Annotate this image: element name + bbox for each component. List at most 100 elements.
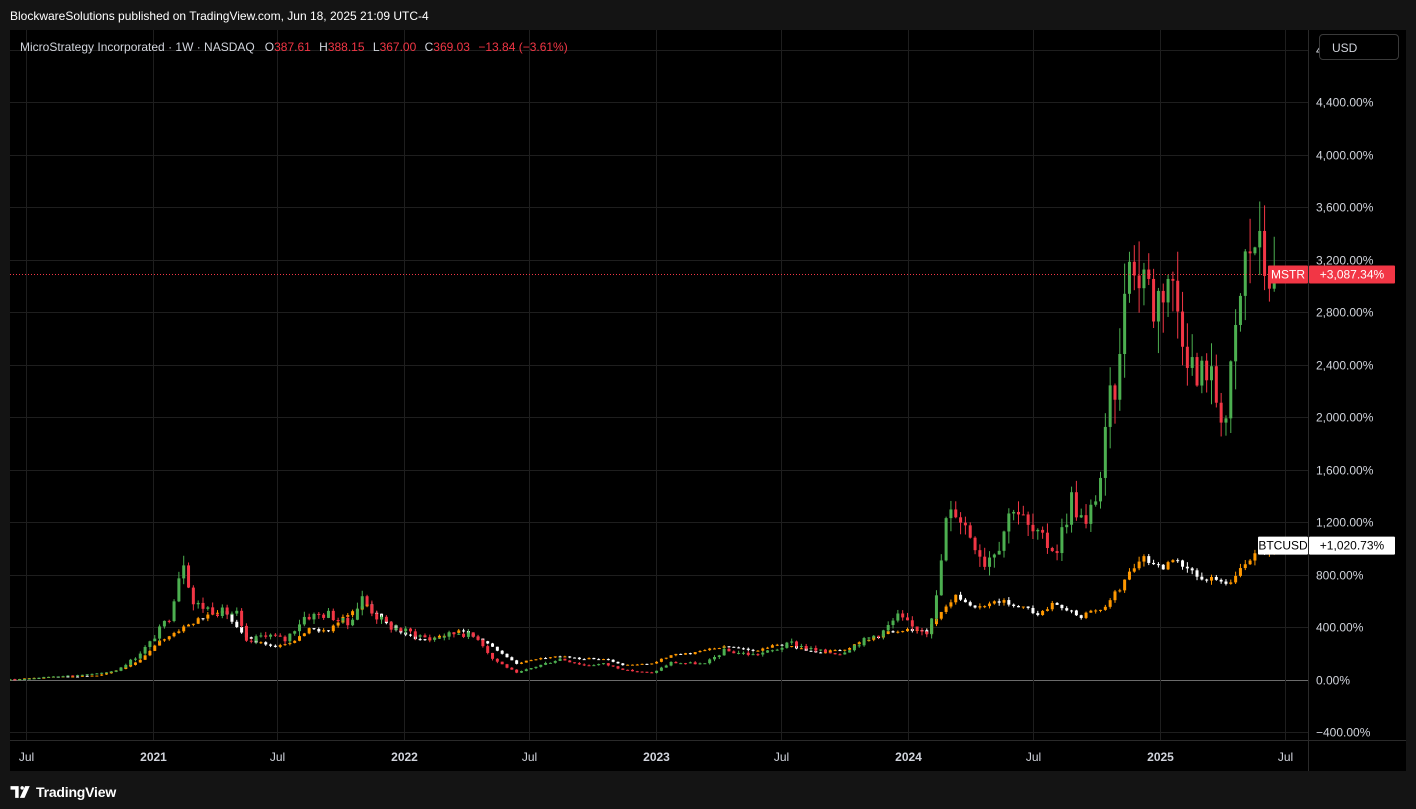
mstr-candle (669, 661, 673, 666)
mstr-candle (766, 650, 770, 653)
btcusd-candle (1142, 556, 1146, 562)
mstr-candle (466, 632, 470, 637)
mstr-candle (172, 601, 176, 622)
mstr-candle (534, 666, 538, 669)
mstr-candle (1007, 513, 1011, 532)
btcusd-candle (177, 631, 181, 633)
y-tick-label: 2,400.00% (1316, 359, 1374, 373)
mstr-candle (71, 675, 75, 677)
mstr-candle (848, 650, 852, 653)
mstr-candle (616, 666, 620, 669)
mstr-candle (47, 676, 51, 678)
btcusd-candle (616, 661, 620, 664)
mstr-candle (573, 662, 577, 664)
mstr-candle (37, 677, 41, 679)
btcusd-candle (693, 652, 697, 655)
mstr-candle (1142, 269, 1146, 289)
mstr-candle (471, 632, 475, 637)
mstr-candle (712, 656, 716, 660)
btcusd-candle (621, 663, 625, 666)
btcusd-candle (548, 657, 552, 659)
mstr-candle (32, 678, 36, 680)
y-tick-label: 400.00% (1316, 621, 1364, 635)
mstr-candle (1152, 278, 1156, 322)
mstr-candle (273, 634, 277, 636)
mstr-candle (679, 663, 683, 665)
btcusd-candle (187, 624, 191, 627)
chart-background (10, 30, 1406, 771)
mstr-candle (80, 674, 84, 676)
mstr-candle (544, 662, 548, 665)
btcusd-candle (746, 648, 750, 650)
btcusd-candle (1113, 591, 1117, 601)
btcusd-candle (1045, 609, 1049, 611)
btcusd-candle (577, 657, 581, 660)
mstr-candle (988, 557, 992, 567)
btcusd-candle (423, 639, 427, 641)
btcusd-candle (191, 623, 195, 625)
btcusd-candle (732, 646, 736, 648)
btcusd-candle (833, 650, 837, 652)
tradingview-logo[interactable]: TradingView (10, 783, 116, 801)
btcusd-candle (519, 662, 523, 664)
currency-button[interactable]: USD (1319, 34, 1399, 60)
btcusd-candle (544, 658, 548, 660)
mstr-candle (158, 626, 162, 639)
x-tick-label: 2025 (1147, 750, 1174, 764)
mstr-candle (336, 620, 340, 622)
mstr-candle (688, 662, 692, 664)
btcusd-candle (1137, 561, 1141, 569)
chart-panel[interactable]: −400.00% 0.00% 400.00% 800.00% 1,200.00% 1,60… (10, 30, 1406, 771)
btcusd-candle (645, 663, 649, 665)
btcusd-candle (766, 647, 770, 649)
mstr-candle (225, 607, 229, 615)
mstr-candle (326, 610, 330, 618)
mstr-candle (389, 621, 393, 630)
btcusd-candle (1016, 605, 1020, 608)
btcusd-candle (1176, 560, 1180, 562)
mstr-candle (867, 637, 871, 639)
y-tick-label: 2,000.00% (1316, 411, 1374, 425)
mstr-candle (780, 647, 784, 650)
btcusd-candle (1181, 560, 1185, 567)
btcusd-candle (495, 646, 499, 651)
mstr-last-value-label: +3,087.34% (1320, 267, 1385, 281)
x-tick-label: Jul (1026, 750, 1041, 764)
btcusd-candle (326, 630, 330, 632)
btcusd-candle (100, 674, 104, 676)
mstr-candle (380, 616, 384, 620)
btcusd-candle (587, 657, 591, 660)
btcusd-candle (770, 645, 774, 648)
mstr-candle (978, 550, 982, 557)
mstr-candle (1099, 477, 1103, 502)
price-chart[interactable]: −400.00% 0.00% 400.00% 800.00% 1,200.00% 1,60… (10, 30, 1406, 771)
btcusd-series-label: BTCUSD (1258, 539, 1308, 553)
mstr-candle (751, 654, 755, 656)
btcusd-candle (143, 655, 147, 660)
y-tick-label: 1,600.00% (1316, 464, 1374, 478)
btcusd-candle (1224, 581, 1228, 584)
btcusd-candle (640, 663, 644, 665)
btcusd-candle (1234, 575, 1238, 583)
btcusd-candle (963, 599, 967, 603)
btcusd-candle (553, 656, 557, 658)
mstr-candle (1127, 261, 1131, 294)
mstr-candle (384, 616, 388, 622)
mstr-candle (558, 658, 562, 662)
mstr-candle (244, 625, 248, 641)
mstr-candle (577, 663, 581, 665)
mstr-candle (66, 675, 70, 677)
mstr-candle (1253, 247, 1257, 254)
mstr-candle (399, 628, 403, 632)
btcusd-candle (206, 614, 210, 619)
mstr-candle (124, 664, 128, 668)
btcusd-candle (949, 602, 953, 607)
mstr-candle (143, 646, 147, 654)
mstr-candle (785, 642, 789, 648)
mstr-candle (1234, 324, 1238, 362)
btcusd-candle (1074, 610, 1078, 616)
mstr-candle (722, 648, 726, 656)
low-label: L (372, 40, 380, 54)
mstr-candle (307, 616, 311, 620)
btcusd-candle (148, 650, 152, 656)
